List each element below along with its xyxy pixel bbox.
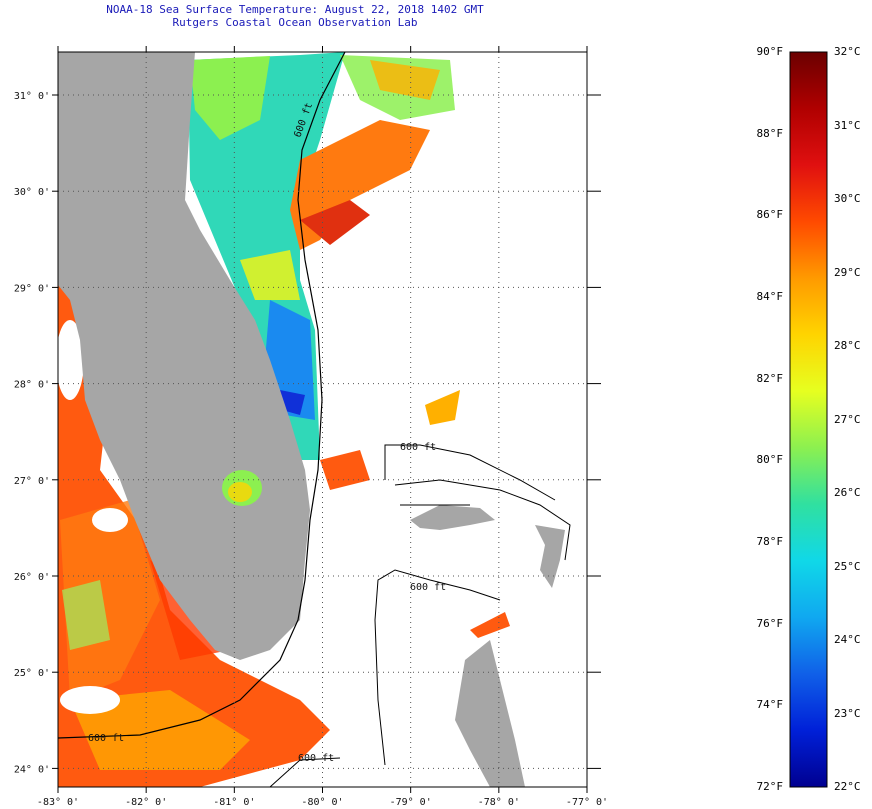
- fahrenheit-label: 72°F: [756, 780, 784, 793]
- latitude-tick-label: 31° 0': [14, 91, 50, 102]
- celsius-label: 23°C: [834, 706, 861, 720]
- contour-label: 600 ft: [88, 733, 124, 744]
- offshore-patch-north: [425, 390, 460, 425]
- gulf-sst-patch-cool: [62, 580, 110, 650]
- fahrenheit-label: 86°F: [756, 208, 784, 222]
- latitude-tick-label: 30° 0': [14, 187, 50, 198]
- andros-island: [455, 640, 525, 787]
- fahrenheit-label: 80°F: [756, 453, 784, 467]
- fahrenheit-label: 84°F: [756, 290, 784, 303]
- latitude-tick-label: 24° 0': [14, 764, 50, 775]
- fahrenheit-label: 82°F: [756, 371, 784, 385]
- map-plot-area: 600 ft 600 ft 600 ft 600 ft 600 ft: [58, 52, 587, 787]
- temperature-colorbar: [789, 51, 828, 788]
- longitude-tick-label: -77° 0': [566, 797, 608, 808]
- offshore-patch-east: [320, 450, 370, 490]
- bahamas-warm-patch: [470, 612, 510, 638]
- longitude-tick-label: -81° 0': [213, 797, 255, 808]
- contour-label: 600 ft: [298, 753, 334, 764]
- contour-label: 600 ft: [410, 582, 446, 593]
- cloud-gap: [58, 320, 84, 400]
- longitude-tick-label: -78° 0': [478, 797, 520, 808]
- cloud-gap: [60, 686, 120, 714]
- bahamas-bank-outline: [394, 479, 571, 561]
- gulf-sst-patch-orange: [60, 500, 160, 700]
- fahrenheit-label: 78°F: [756, 535, 784, 548]
- celsius-label: 28°C: [834, 339, 861, 352]
- atlantic-sst-yellow: [240, 250, 300, 300]
- latitude-tick-label: 29° 0': [14, 283, 50, 294]
- longitude-tick-label: -82° 0': [125, 797, 167, 808]
- celsius-label: 27°C: [834, 412, 861, 426]
- celsius-label: 24°C: [834, 633, 861, 646]
- offshore-warm-core: [300, 200, 370, 245]
- fahrenheit-label: 74°F: [756, 698, 784, 712]
- grand-bahama-island: [410, 505, 495, 530]
- celsius-label: 32°C: [834, 45, 861, 58]
- latitude-tick-label: 28° 0': [14, 380, 50, 391]
- fahrenheit-label: 90°F: [756, 45, 784, 58]
- longitude-tick-label: -79° 0': [390, 797, 432, 808]
- isobath-600ft-bahamas-south: [374, 569, 501, 766]
- contour-label: 600 ft: [400, 442, 436, 453]
- map-title: NOAA-18 Sea Surface Temperature: August …: [106, 3, 484, 16]
- fahrenheit-label: 76°F: [756, 616, 784, 630]
- celsius-label: 22°C: [834, 780, 861, 793]
- axis-ticks: -83° 0' -82° 0' -81° 0' -80° 0' -79° 0' -78° …: [14, 46, 608, 808]
- celsius-label: 26°C: [834, 486, 861, 499]
- lake-okeechobee-warm: [228, 482, 252, 502]
- celsius-label: 30°C: [834, 192, 861, 205]
- isobath-600ft-florida: [58, 52, 346, 739]
- atlantic-sst-green: [190, 56, 270, 140]
- longitude-tick-label: -80° 0': [301, 797, 343, 808]
- celsius-label: 29°C: [834, 265, 861, 279]
- isobath-600ft-bottom: [269, 757, 341, 787]
- florida-landmass: [58, 52, 310, 660]
- map-subtitle: Rutgers Coastal Ocean Observation Lab: [172, 16, 418, 29]
- latitude-tick-label: 26° 0': [14, 572, 50, 583]
- cloud-gap: [92, 508, 128, 532]
- abaco-island: [535, 525, 565, 588]
- isobath-600ft-bahamas-north: [384, 444, 556, 501]
- latitude-tick-label: 25° 0': [14, 668, 50, 679]
- fahrenheit-label: 88°F: [756, 126, 784, 140]
- graticule: [58, 52, 587, 787]
- offshore-orange-band: [370, 60, 440, 100]
- celsius-label: 31°C: [834, 118, 861, 132]
- celsius-label: 25°C: [834, 559, 861, 573]
- latitude-tick-label: 27° 0': [14, 476, 50, 487]
- longitude-tick-label: -83° 0': [37, 797, 79, 808]
